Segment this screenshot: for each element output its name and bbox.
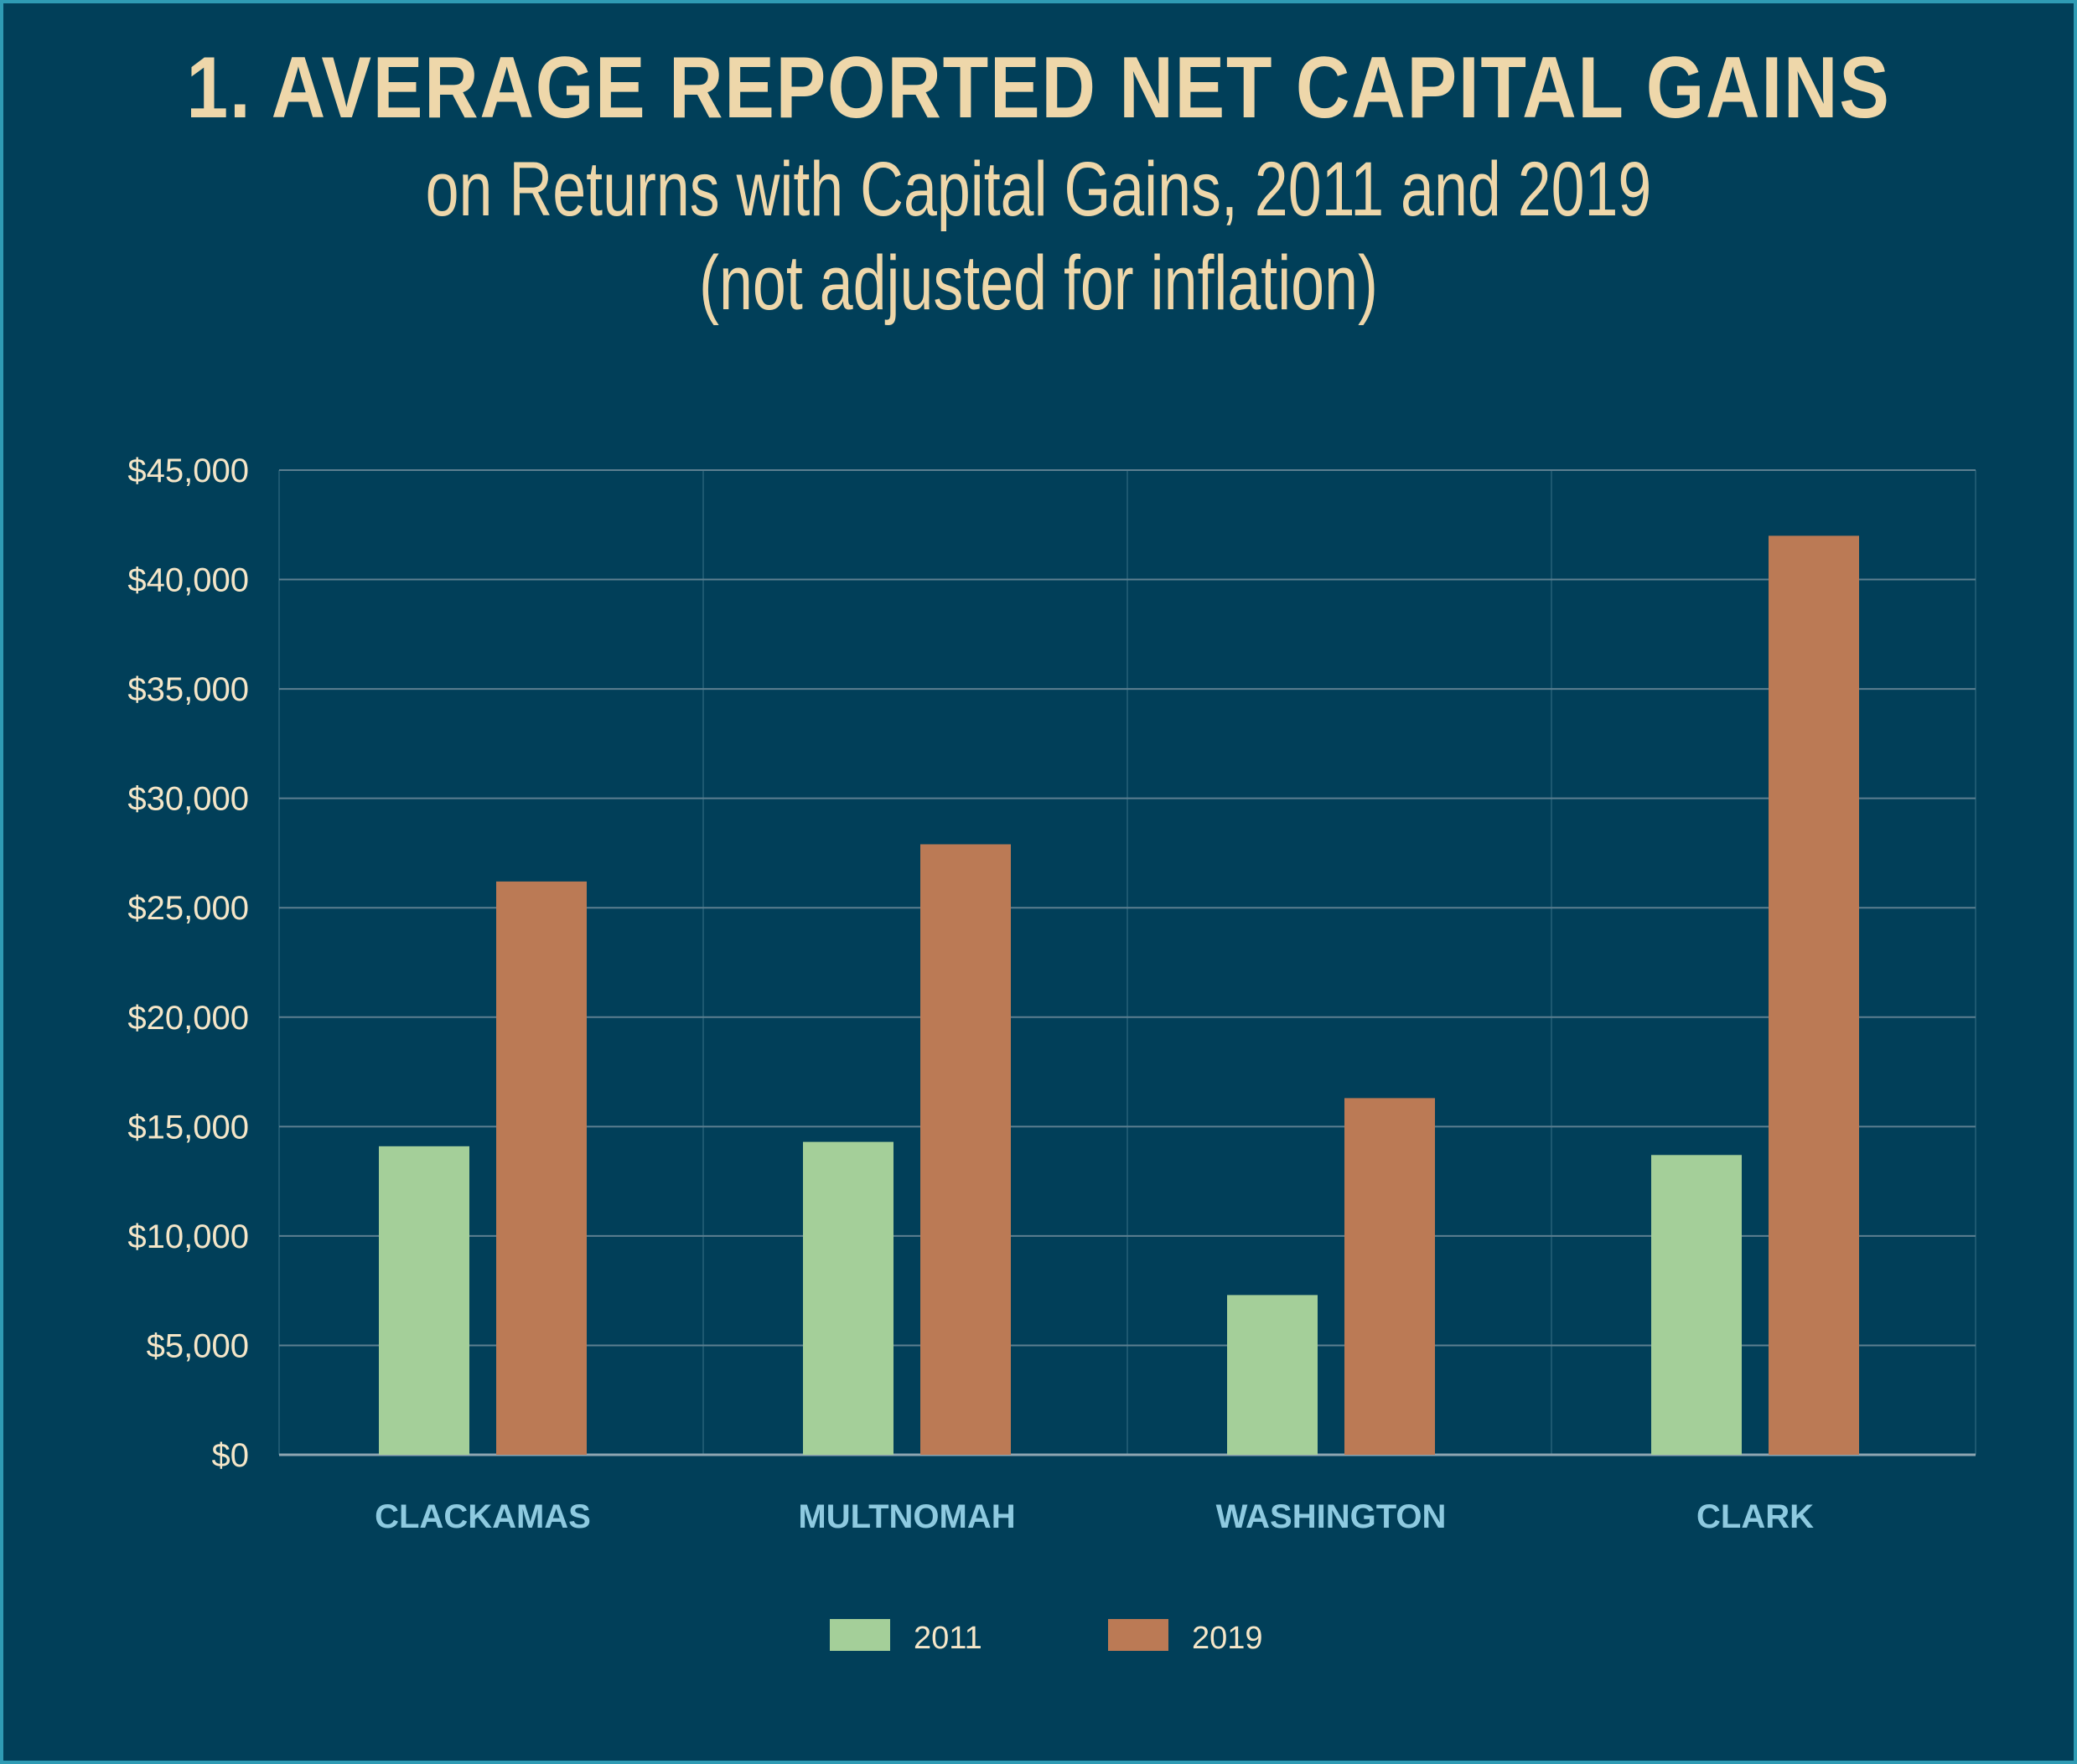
x-category-label: WASHINGTON bbox=[1216, 1498, 1447, 1535]
legend-swatch-2011 bbox=[830, 1619, 890, 1651]
legend-label-2011: 2011 bbox=[914, 1621, 982, 1656]
bar-2011-clackamas bbox=[379, 1146, 469, 1455]
x-category-label: CLARK bbox=[1696, 1498, 1814, 1535]
y-tick-label: $45,000 bbox=[127, 453, 249, 489]
chart-subtitle-line2: (not adjusted for inflation) bbox=[699, 241, 1378, 326]
bars bbox=[379, 535, 1859, 1456]
legend: 2011 2019 bbox=[830, 1619, 1263, 1656]
title-block: 1. AVERAGE REPORTED NET CAPITAL GAINS on… bbox=[0, 34, 2077, 330]
bar-2019-washington bbox=[1344, 1098, 1435, 1455]
bar-2011-multnomah bbox=[803, 1141, 893, 1455]
y-tick-label: $40,000 bbox=[127, 562, 249, 599]
chart-title: 1. AVERAGE REPORTED NET CAPITAL GAINS bbox=[186, 39, 1891, 137]
y-tick-label: $10,000 bbox=[127, 1218, 249, 1255]
bar-2011-washington bbox=[1227, 1295, 1318, 1455]
y-axis: $0 $5,000 $10,000 $15,000 $20,000 $25,000 $30,… bbox=[127, 453, 249, 1474]
x-category-label: CLACKAMAS bbox=[375, 1498, 591, 1535]
legend-swatch-2019 bbox=[1108, 1619, 1168, 1651]
y-tick-label: $35,000 bbox=[127, 671, 249, 708]
y-tick-label: $30,000 bbox=[127, 781, 249, 818]
x-category-label: MULTNOMAH bbox=[798, 1498, 1015, 1535]
y-tick-label: $0 bbox=[212, 1437, 250, 1474]
legend-label-2019: 2019 bbox=[1192, 1621, 1263, 1656]
x-axis: CLACKAMAS MULTNOMAH WASHINGTON CLARK bbox=[375, 1498, 1814, 1535]
chart-subtitle-line1: on Returns with Capital Gains, 2011 and … bbox=[425, 147, 1652, 232]
y-tick-label: $25,000 bbox=[127, 890, 249, 927]
bar-2011-clark bbox=[1651, 1155, 1742, 1455]
y-tick-label: $20,000 bbox=[127, 1000, 249, 1037]
y-tick-label: $5,000 bbox=[147, 1327, 249, 1364]
bar-2019-clackamas bbox=[496, 881, 587, 1455]
y-tick-label: $15,000 bbox=[127, 1109, 249, 1146]
bar-2019-clark bbox=[1769, 535, 1859, 1456]
bar-2019-multnomah bbox=[920, 844, 1011, 1455]
